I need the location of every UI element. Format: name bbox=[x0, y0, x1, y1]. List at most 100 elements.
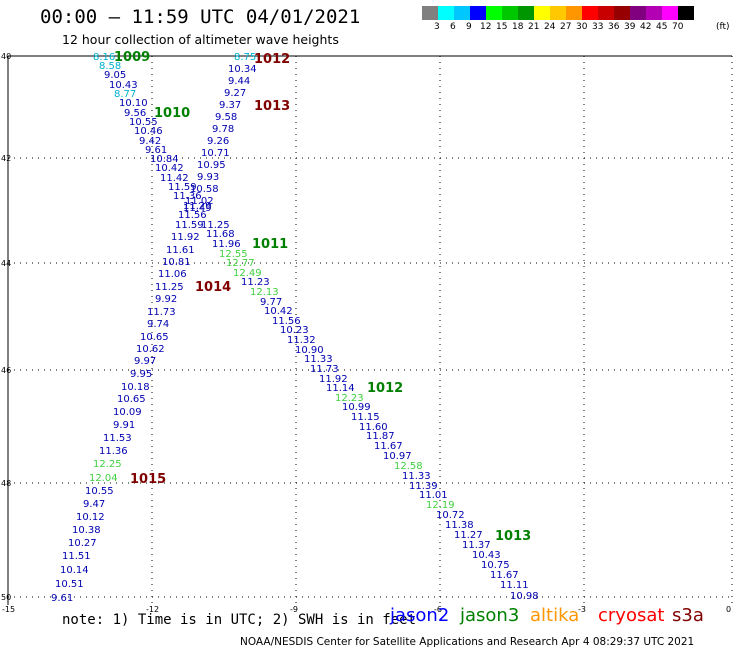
wave-height-value: 11.37 bbox=[462, 540, 491, 551]
note-text: note: 1) Time is in UTC; 2) SWH is in fe… bbox=[62, 612, 417, 628]
wave-height-value: 8.16 bbox=[93, 52, 115, 63]
wave-height-value: 9.26 bbox=[207, 136, 229, 147]
wave-height-value: 12.25 bbox=[93, 459, 122, 470]
lon-label: -12 bbox=[146, 605, 159, 614]
wave-height-value: 11.73 bbox=[147, 307, 176, 318]
wave-height-value: 10.58 bbox=[190, 184, 219, 195]
time-mark: 1014 bbox=[195, 280, 231, 295]
wave-height-value: 11.59 bbox=[175, 220, 204, 231]
wave-height-value: 10.46 bbox=[134, 126, 163, 137]
wave-height-value: 10.65 bbox=[117, 394, 146, 405]
time-mark: 1013 bbox=[254, 99, 290, 114]
color-scale-cell bbox=[614, 6, 630, 20]
wave-height-value: 10.97 bbox=[383, 451, 412, 462]
wave-height-value: 10.99 bbox=[342, 402, 371, 413]
wave-height-value: 11.39 bbox=[409, 481, 438, 492]
wave-height-value: 11.42 bbox=[160, 173, 189, 184]
time-mark: 1011 bbox=[252, 237, 288, 252]
color-scale-label: 39 bbox=[624, 22, 636, 32]
wave-height-value: 8.75 bbox=[234, 52, 256, 63]
wave-height-value: 10.38 bbox=[72, 525, 101, 536]
color-scale-label: 3 bbox=[434, 22, 440, 32]
time-mark: 1012 bbox=[367, 381, 403, 396]
wave-height-value: 9.61 bbox=[145, 145, 167, 156]
wave-height-value: 12.04 bbox=[89, 473, 118, 484]
wave-height-value: 11.36 bbox=[99, 446, 128, 457]
color-scale-label: 27 bbox=[560, 22, 572, 32]
lat-label: 40 bbox=[1, 52, 11, 61]
wave-height-value: 11.73 bbox=[310, 364, 339, 375]
wave-height-value: 11.87 bbox=[366, 431, 395, 442]
color-scale-label: 9 bbox=[466, 22, 472, 32]
lat-label: 44 bbox=[1, 259, 11, 268]
color-scale-label: 70 bbox=[672, 22, 684, 32]
color-scale-label: 15 bbox=[496, 22, 508, 32]
wave-height-value: 11.49 bbox=[183, 203, 212, 214]
wave-height-value: 12.58 bbox=[394, 461, 423, 472]
color-scale-cell bbox=[534, 6, 550, 20]
wave-height-value: 10.55 bbox=[85, 486, 114, 497]
time-mark: 1012 bbox=[254, 52, 290, 67]
wave-height-value: 9.42 bbox=[139, 136, 161, 147]
wave-height-value: 11.33 bbox=[402, 471, 431, 482]
lon-label: -15 bbox=[2, 605, 15, 614]
wave-height-value: 11.23 bbox=[241, 277, 270, 288]
color-scale-label: 42 bbox=[640, 22, 652, 32]
wave-height-value: 9.91 bbox=[113, 420, 135, 431]
color-scale-label: 24 bbox=[544, 22, 556, 32]
color-scale-cell bbox=[470, 6, 486, 20]
color-scale-label: 45 bbox=[656, 22, 668, 32]
lat-label: 46 bbox=[1, 366, 11, 375]
color-scale-cell bbox=[422, 6, 438, 20]
wave-height-value: 10.10 bbox=[119, 98, 148, 109]
lat-label: 50 bbox=[1, 593, 11, 602]
wave-height-value: 9.47 bbox=[83, 499, 105, 510]
wave-height-value: 9.93 bbox=[197, 172, 219, 183]
lon-label: -6 bbox=[434, 605, 442, 614]
wave-height-value: 11.67 bbox=[374, 441, 403, 452]
time-mark: 1010 bbox=[154, 106, 190, 121]
wave-height-value: 10.90 bbox=[295, 345, 324, 356]
lat-label: 42 bbox=[1, 154, 11, 163]
color-scale-label: 30 bbox=[576, 22, 588, 32]
wave-height-value: 11.61 bbox=[166, 245, 195, 256]
color-scale-label: 21 bbox=[528, 22, 540, 32]
time-mark: 1015 bbox=[130, 472, 166, 487]
wave-height-value: 11.25 bbox=[155, 282, 184, 293]
wave-height-value: 9.61 bbox=[51, 593, 73, 604]
wave-height-value: 12.23 bbox=[335, 393, 364, 404]
wave-height-value: 11.96 bbox=[212, 239, 241, 250]
color-scale-unit: (ft) bbox=[716, 22, 730, 32]
wave-height-value: 11.11 bbox=[500, 580, 529, 591]
color-scale-cell bbox=[678, 6, 694, 20]
wave-height-value: 10.42 bbox=[264, 306, 293, 317]
wave-height-value: 12.13 bbox=[250, 287, 279, 298]
wave-height-value: 9.95 bbox=[130, 369, 152, 380]
wave-height-value: 11.53 bbox=[103, 433, 132, 444]
wave-height-value: 10.42 bbox=[155, 163, 184, 174]
wave-height-value: 10.55 bbox=[129, 117, 158, 128]
legend-item-cryosat: cryosat bbox=[598, 605, 665, 626]
chart-title: 00:00 – 11:59 UTC 04/01/2021 bbox=[40, 6, 361, 28]
wave-height-value: 12.55 bbox=[219, 249, 248, 260]
wave-height-value: 10.81 bbox=[162, 257, 191, 268]
wave-height-value: 10.62 bbox=[136, 344, 165, 355]
wave-height-value: 11.92 bbox=[171, 232, 200, 243]
color-scale-cell bbox=[566, 6, 582, 20]
color-scale-label: 36 bbox=[608, 22, 620, 32]
wave-height-value: 10.51 bbox=[55, 579, 84, 590]
wave-height-value: 9.05 bbox=[104, 70, 126, 81]
wave-height-value: 11.14 bbox=[326, 383, 355, 394]
wave-height-value: 10.34 bbox=[228, 64, 257, 75]
color-scale-cell bbox=[502, 6, 518, 20]
wave-height-value: 9.56 bbox=[124, 108, 146, 119]
lon-label: -3 bbox=[578, 605, 586, 614]
color-scale-cell bbox=[662, 6, 678, 20]
wave-height-value: 9.27 bbox=[224, 88, 246, 99]
wave-height-value: 11.15 bbox=[351, 412, 380, 423]
wave-height-value: 10.71 bbox=[201, 148, 230, 159]
color-scale-cell bbox=[438, 6, 454, 20]
wave-height-value: 10.72 bbox=[436, 510, 465, 521]
legend-item-altika: altika bbox=[530, 605, 580, 626]
